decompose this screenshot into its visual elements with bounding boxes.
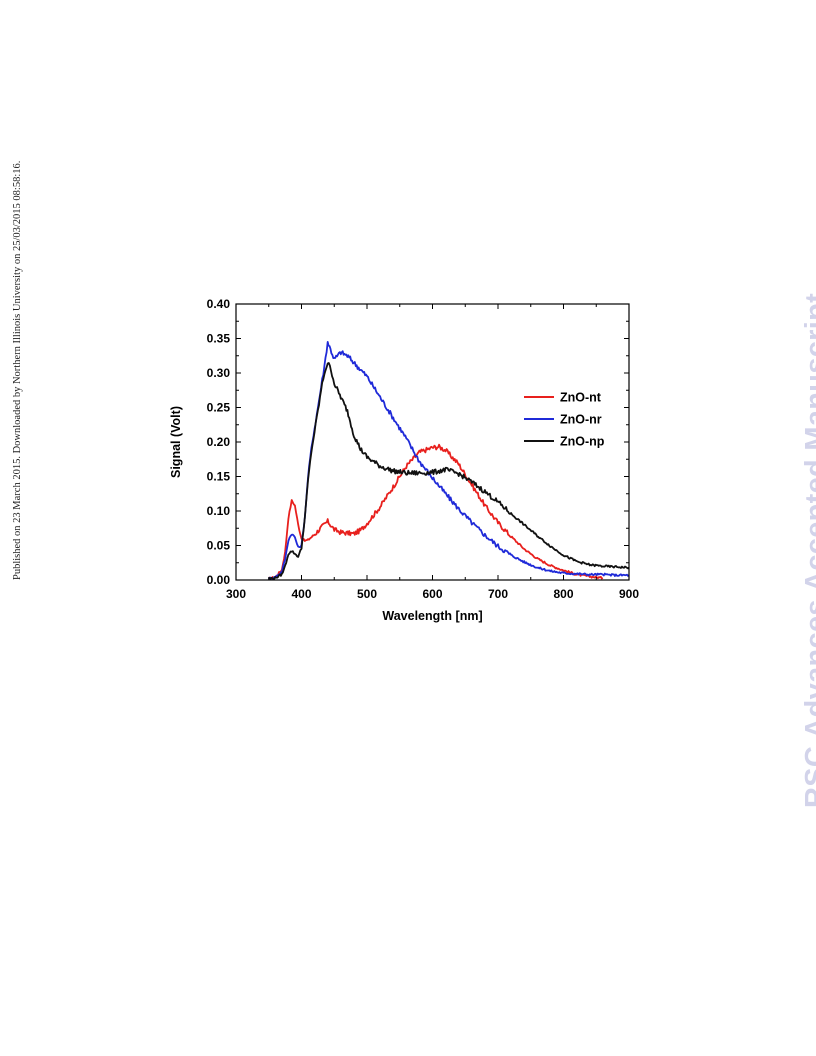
y-tick-label: 0.10 xyxy=(207,504,231,518)
series-line-zno-nr xyxy=(268,340,630,580)
series-line-zno-np xyxy=(268,362,630,580)
y-tick-label: 0.35 xyxy=(207,332,231,346)
x-tick-label: 400 xyxy=(291,587,311,601)
y-axis-title: Signal (Volt) xyxy=(169,406,183,478)
x-tick-label: 800 xyxy=(553,587,573,601)
legend-label-zno-np: ZnO-np xyxy=(560,435,605,449)
x-tick-label: 900 xyxy=(619,587,639,601)
x-tick-label: 700 xyxy=(488,587,508,601)
y-tick-label: 0.25 xyxy=(207,401,231,415)
plot-lines xyxy=(268,340,630,580)
y-tick-label: 0.00 xyxy=(207,573,231,587)
y-tick-label: 0.20 xyxy=(207,435,231,449)
x-tick-label: 600 xyxy=(422,587,442,601)
series-line-zno-nt xyxy=(268,443,604,580)
legend-label-zno-nt: ZnO-nt xyxy=(560,391,602,405)
y-tick-label: 0.30 xyxy=(207,366,231,380)
x-tick-label: 300 xyxy=(226,587,246,601)
legend: ZnO-nt ZnO-nr ZnO-np xyxy=(524,391,605,449)
x-tick-label: 500 xyxy=(357,587,377,601)
axis-ticks: 300 400 500 600 700 800 900 0.00 0.05 0.10 0.15 0.2… xyxy=(207,297,640,601)
y-tick-label: 0.40 xyxy=(207,297,231,311)
x-axis-title: Wavelength [nm] xyxy=(382,609,482,623)
legend-label-zno-nr: ZnO-nr xyxy=(560,413,602,427)
y-tick-label: 0.05 xyxy=(207,539,231,553)
y-tick-label: 0.15 xyxy=(207,470,231,484)
